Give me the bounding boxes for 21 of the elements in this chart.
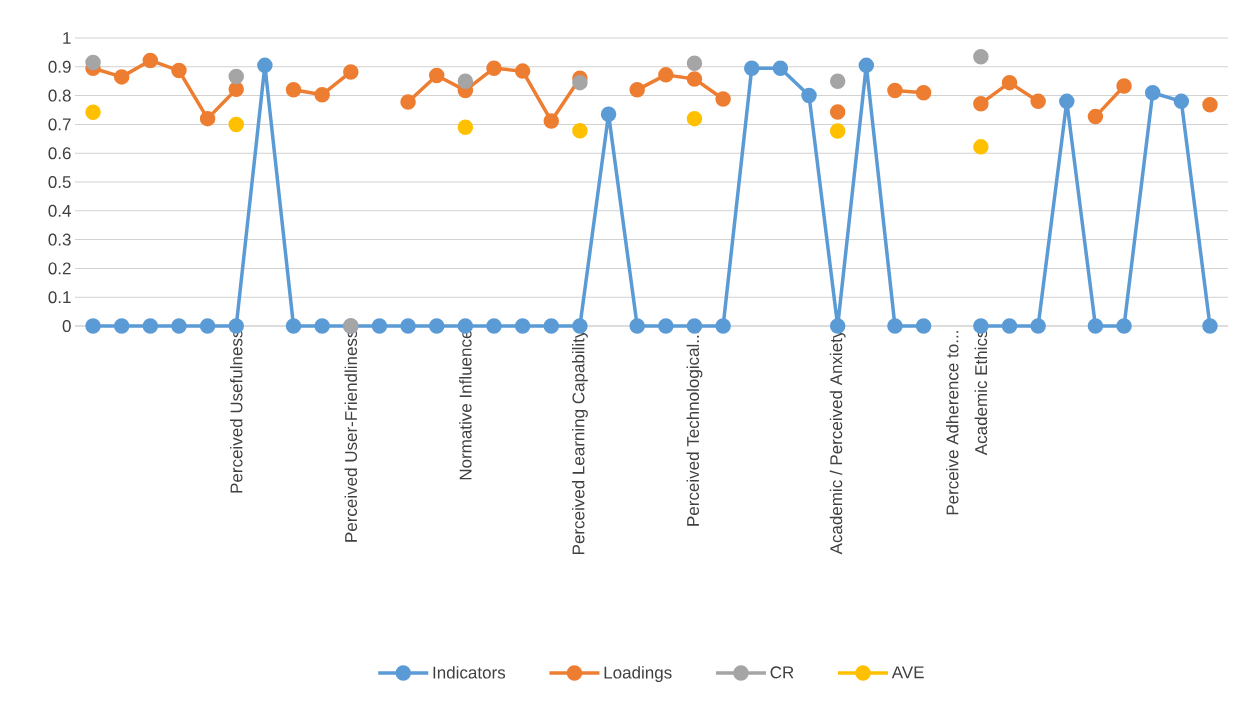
x-tick-label: Normative Influence	[459, 330, 472, 480]
x-tick-label: Perceived Learning Capability	[572, 329, 588, 554]
y-tick-label: 0.3	[48, 233, 71, 246]
y-tick-label: 0	[62, 319, 71, 333]
legend-label: CR	[770, 666, 794, 679]
y-tick-label: 0.5	[48, 175, 71, 189]
x-tick-label: Perceive Adherence to...	[946, 331, 959, 515]
y-tick-label: 0.1	[48, 291, 71, 304]
legend-label: AVE	[891, 666, 924, 679]
x-tick-label: Perceived Technological...	[686, 331, 703, 526]
y-tick-label: 0.6	[48, 147, 71, 160]
y-tick-label: 1	[63, 32, 71, 44]
y-tick-label: 0.4	[48, 204, 71, 217]
x-tick-label: Perceived Usefulness	[230, 330, 243, 493]
legend-label: Indicators	[433, 666, 506, 679]
y-tick-label: 0.8	[48, 89, 71, 102]
legend-label: Loadings	[604, 666, 672, 682]
y-tick-label: 0.7	[48, 118, 71, 131]
x-tick-label: Perceived User-Friendliness	[344, 330, 358, 542]
y-tick-label: 0.2	[48, 262, 71, 275]
y-tick-label: 0.9	[48, 60, 71, 73]
